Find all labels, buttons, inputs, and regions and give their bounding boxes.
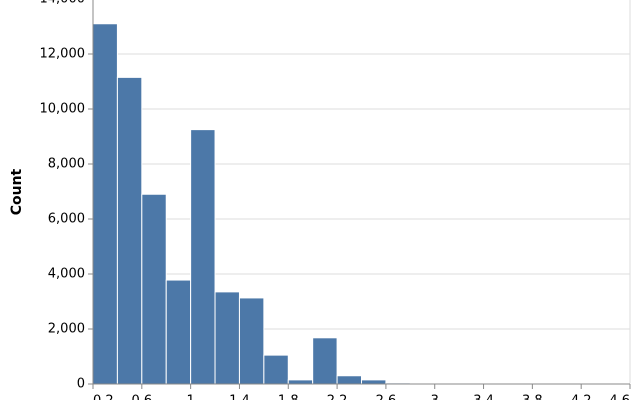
y-tick-label: 2,000 <box>48 322 85 337</box>
x-tick-label: 4.6 <box>609 394 630 400</box>
x-tick-label: 3.4 <box>473 394 494 400</box>
y-axis-title: Count <box>9 168 25 215</box>
x-tick-label: 1.4 <box>229 394 250 400</box>
x-tick-label: 3.8 <box>522 394 543 400</box>
y-tick-label: 10,000 <box>40 102 86 117</box>
x-tick-label: 0.6 <box>131 394 152 400</box>
bar <box>116 76 143 385</box>
x-tick-label: 1 <box>186 394 194 400</box>
x-tick-label: 1.8 <box>278 394 299 400</box>
bar <box>238 297 265 385</box>
y-tick-label: 6,000 <box>48 212 85 227</box>
bar <box>92 23 118 385</box>
y-tick-label: 14,000 <box>40 0 86 7</box>
bar <box>190 129 216 385</box>
x-tick-label: 2.2 <box>327 394 348 400</box>
bar <box>287 379 314 385</box>
x-tick-label: 3 <box>431 394 439 400</box>
x-tick-label: 0.2 <box>93 394 114 400</box>
bar <box>141 193 167 385</box>
y-tick-label: 8,000 <box>48 157 85 172</box>
bar <box>312 337 338 385</box>
bar <box>361 379 387 385</box>
y-tick-label: 0 <box>77 377 85 392</box>
y-tick-label: 12,000 <box>40 47 86 62</box>
y-tick-label: 4,000 <box>48 267 85 282</box>
x-tick-label: 4.2 <box>571 394 592 400</box>
bar <box>336 375 363 385</box>
bar <box>263 354 289 385</box>
bar <box>165 279 192 385</box>
x-tick-label: 2.6 <box>376 394 397 400</box>
bar <box>214 291 240 385</box>
